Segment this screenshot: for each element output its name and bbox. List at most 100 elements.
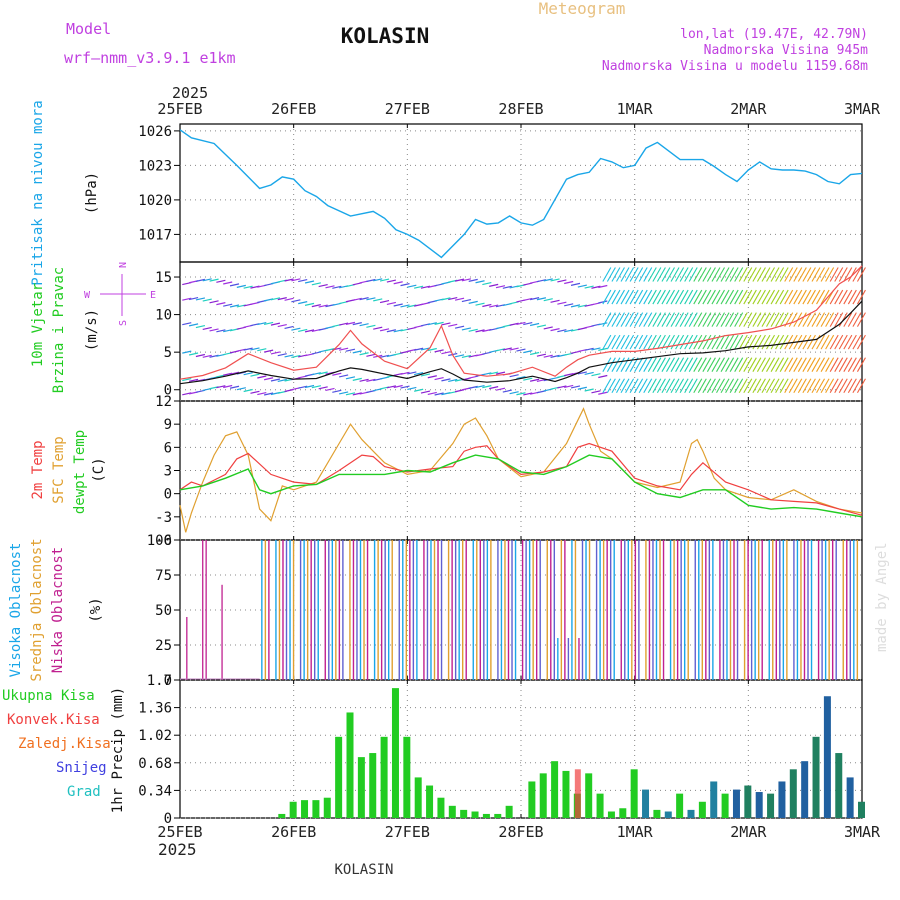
wind-barb — [806, 357, 816, 372]
wind-barb — [209, 278, 219, 282]
wind-barb — [257, 391, 267, 396]
wind-barb — [441, 297, 451, 301]
wind-barb — [454, 278, 465, 282]
wind-barb — [697, 289, 707, 305]
wind-barb — [816, 334, 826, 350]
wind-barb — [711, 267, 721, 282]
wind-barb — [523, 297, 533, 302]
wind-barb — [697, 312, 707, 327]
wind-barb — [564, 303, 574, 307]
wind-barb — [684, 378, 694, 393]
wind-barb — [816, 267, 826, 282]
wind-barb — [489, 304, 499, 308]
wind-barb — [693, 357, 703, 372]
wind-barb — [711, 357, 721, 372]
wind-barb — [606, 267, 616, 282]
precip-bar — [687, 809, 695, 818]
wind-compass-icon: N W E S — [84, 262, 156, 326]
wind-barb — [625, 312, 635, 327]
wind-barb — [620, 289, 630, 305]
precip-legend-item: Konvek.Kisa — [7, 712, 100, 728]
wind-barb — [461, 327, 472, 331]
wind-barb — [793, 289, 803, 305]
wind-barb — [675, 357, 685, 372]
wind-barb — [761, 267, 771, 282]
wind-barb — [797, 312, 807, 327]
wind-barb — [802, 334, 812, 350]
wind-barb — [332, 389, 342, 393]
wind-barb — [834, 378, 844, 393]
wind-barb — [679, 267, 689, 282]
wind-barb — [656, 312, 666, 327]
wind-barb — [366, 297, 376, 301]
wind-barb — [716, 378, 725, 393]
wind-barb — [825, 334, 835, 350]
wind-barb — [816, 289, 826, 305]
wind-barb — [475, 329, 485, 333]
wind-barb — [761, 357, 771, 372]
wind-barb — [697, 267, 707, 282]
wind-barb — [843, 289, 853, 305]
wind-barb — [693, 267, 703, 282]
wind-barb — [332, 372, 342, 376]
wind-barb — [243, 285, 253, 289]
wind-barb — [802, 267, 812, 282]
wind-barb — [706, 357, 716, 372]
wind-barb — [788, 357, 798, 372]
wind-barb — [489, 371, 499, 375]
wind-barb — [779, 334, 789, 350]
wind-barb — [711, 378, 721, 393]
wind-barb — [434, 349, 444, 353]
wind-barb — [838, 357, 848, 372]
wind-barb — [720, 357, 730, 372]
wind-barb — [495, 285, 506, 289]
wind-barb — [304, 329, 315, 333]
wind-barb — [743, 312, 753, 327]
precip-bar — [732, 789, 740, 818]
wind-barb — [536, 297, 547, 301]
precip-bar — [448, 805, 456, 818]
wind-barb — [834, 312, 844, 327]
temperature-ytick-label: -6 — [155, 533, 172, 549]
wind-barb — [229, 385, 240, 389]
wind-barb — [661, 267, 671, 282]
wind-barb — [752, 312, 762, 327]
wind-barb — [666, 267, 675, 282]
precip-bar — [494, 813, 502, 818]
precip-bar — [301, 800, 309, 818]
wind-barb — [373, 298, 383, 302]
wind-barb — [752, 267, 762, 282]
wind-barb — [675, 378, 685, 393]
wind-barb — [407, 304, 417, 308]
precip-bar — [482, 813, 490, 818]
wind-barb — [257, 348, 267, 352]
wind-barb — [770, 357, 780, 372]
wind-barb — [223, 303, 233, 307]
wind-barb — [557, 301, 567, 305]
wind-barb — [738, 334, 748, 350]
wind-barb — [625, 334, 635, 350]
precip-bar — [551, 761, 559, 818]
wind-barb — [482, 303, 492, 308]
wind-barb — [834, 289, 844, 305]
wind-barb — [611, 378, 621, 393]
cloud-ylabel3: Niska Oblacnost — [50, 547, 66, 673]
precip-legend-item: Snijeg — [56, 760, 107, 776]
wind-barb — [784, 357, 794, 372]
precip-ylabel: 1hr Precip (mm) — [110, 687, 126, 813]
wind-barb — [352, 350, 362, 354]
wind-barb — [725, 357, 735, 372]
wind-barb — [756, 378, 766, 393]
wind-barb — [688, 312, 698, 327]
wind-barb — [684, 267, 694, 282]
wind-barb — [761, 312, 771, 327]
wind-barb — [643, 357, 653, 372]
wind-barb — [620, 267, 630, 282]
wind-barb — [761, 334, 771, 350]
wind-barb — [802, 312, 812, 327]
wind-barb — [706, 378, 716, 393]
wind-barb — [386, 385, 397, 389]
wind-barb — [693, 289, 703, 305]
wind-barb — [766, 378, 775, 393]
wind-barb — [725, 378, 735, 393]
